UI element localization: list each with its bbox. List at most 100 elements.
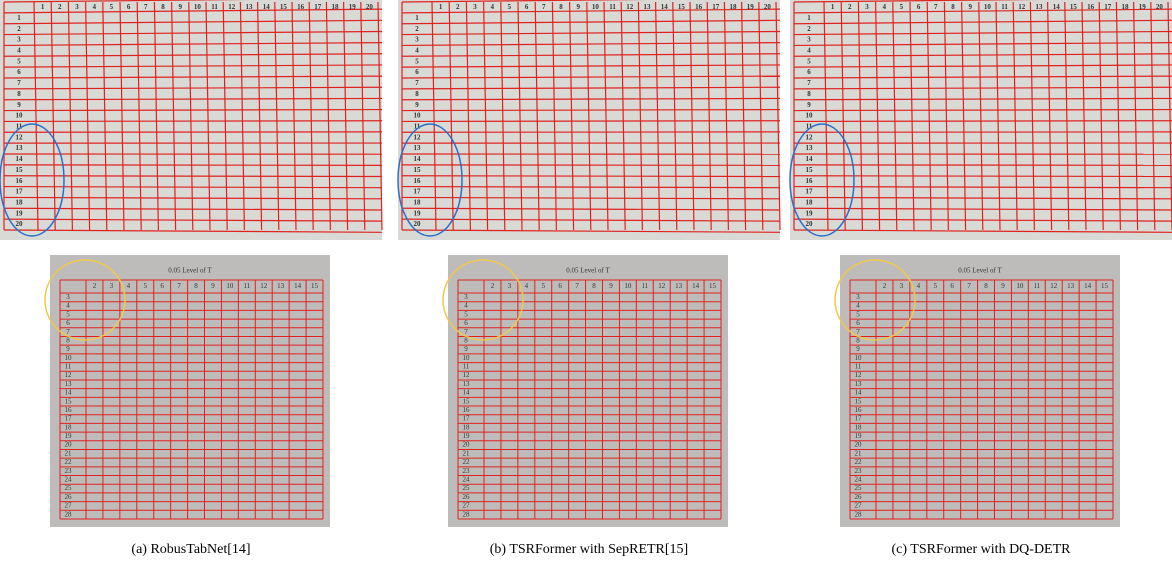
- row-header: 28: [65, 510, 73, 518]
- column-header: 11: [211, 3, 218, 11]
- grid-line: [401, 229, 781, 233]
- grid-line: [793, 42, 1172, 47]
- row-header: 16: [855, 406, 863, 414]
- grid-line: [840, 1, 846, 231]
- grid-line: [1133, 1, 1139, 231]
- row-header: 16: [414, 177, 422, 185]
- grid-line: [50, 1, 56, 231]
- row-header: 8: [464, 336, 468, 344]
- grid-line: [793, 64, 1172, 68]
- row-header: 19: [65, 432, 73, 440]
- column-header: 16: [695, 3, 703, 11]
- highlight-circle: [789, 123, 855, 237]
- column-header: 5: [900, 3, 904, 11]
- row-header: 19: [414, 209, 422, 217]
- grid-line: [33, 1, 39, 231]
- grid-line: [517, 1, 523, 231]
- row-header: 8: [415, 90, 419, 98]
- row-header: 16: [463, 406, 471, 414]
- grid-line: [274, 1, 280, 231]
- grid-line: [222, 1, 228, 231]
- table-title: 0.05 Level of T: [566, 267, 610, 275]
- column-header: 7: [144, 3, 148, 11]
- grid-line: [793, 108, 1172, 112]
- row-header: 10: [855, 354, 863, 362]
- column-header: 19: [1139, 3, 1147, 11]
- row-header: 8: [17, 90, 21, 98]
- row-header: 27: [463, 502, 471, 510]
- column-header: 11: [609, 3, 616, 11]
- grid-line: [3, 120, 383, 123]
- grid-line: [257, 1, 263, 231]
- row-header: 10: [463, 354, 471, 362]
- grid-line: [102, 1, 108, 231]
- grid-line: [136, 1, 142, 231]
- row-header: 2: [17, 25, 21, 33]
- row-header: 13: [463, 380, 471, 388]
- column-header: 4: [882, 3, 886, 11]
- column-header: 10: [624, 282, 632, 290]
- column-header: 19: [349, 3, 357, 11]
- grid-line: [793, 175, 1172, 178]
- column-header: 14: [1053, 3, 1061, 11]
- grid-line: [3, 53, 383, 57]
- row-header: 1: [807, 14, 811, 22]
- row-header: 7: [807, 79, 811, 87]
- grid-line: [603, 1, 609, 231]
- row-header: 12: [16, 133, 24, 141]
- row-header: 15: [16, 166, 24, 174]
- row-header: 13: [65, 380, 73, 388]
- column-header: 9: [1001, 282, 1005, 290]
- column-header: 11: [641, 282, 648, 290]
- row-header: 11: [855, 363, 862, 371]
- row-header: 15: [463, 397, 471, 405]
- column-header: 3: [900, 282, 904, 290]
- column-header: 7: [575, 282, 579, 290]
- grid-line: [239, 1, 245, 231]
- column-header: 4: [525, 282, 529, 290]
- grid-line: [793, 164, 1172, 166]
- grid-line: [401, 108, 781, 112]
- column-header: 14: [661, 3, 669, 11]
- row-header: 9: [807, 101, 811, 109]
- row-header: 22: [463, 458, 471, 466]
- column-header: 10: [984, 3, 992, 11]
- row-header: 17: [16, 188, 24, 196]
- column-header: 18: [730, 3, 738, 11]
- grid-line: [569, 1, 575, 231]
- grid-line: [431, 1, 437, 231]
- row-header: 4: [856, 302, 860, 310]
- grid-line: [793, 207, 1172, 211]
- highlight-circle: [397, 123, 463, 237]
- grid-line: [1047, 1, 1053, 231]
- row-header: 5: [464, 310, 468, 318]
- column-header: 6: [917, 3, 921, 11]
- row-header: 7: [17, 79, 21, 87]
- row-header: 5: [807, 57, 811, 65]
- row-header: 8: [807, 90, 811, 98]
- grid-line: [793, 196, 1172, 200]
- row-header: 14: [65, 389, 73, 397]
- row-header: 4: [66, 302, 70, 310]
- grid-line: [793, 86, 1172, 90]
- grid-line: [758, 1, 764, 231]
- row-header: 13: [414, 144, 422, 152]
- grid-line: [401, 185, 781, 189]
- column-header: 8: [161, 3, 165, 11]
- column-header: 4: [917, 282, 921, 290]
- highlight-circle: [0, 123, 65, 237]
- grid-line: [1098, 1, 1104, 231]
- row-header: 9: [464, 345, 468, 353]
- row-header: 13: [806, 144, 814, 152]
- column-header: 2: [491, 282, 495, 290]
- row-header: 6: [807, 68, 811, 76]
- grid-line: [793, 185, 1172, 189]
- grid-line: [401, 207, 781, 211]
- grid-line: [793, 75, 1172, 79]
- column-header: 12: [1050, 282, 1058, 290]
- grid-line: [793, 97, 1172, 101]
- column-header: 5: [144, 282, 148, 290]
- column-header: 8: [559, 3, 563, 11]
- row-header: 11: [414, 122, 421, 130]
- grid-line: [909, 1, 915, 231]
